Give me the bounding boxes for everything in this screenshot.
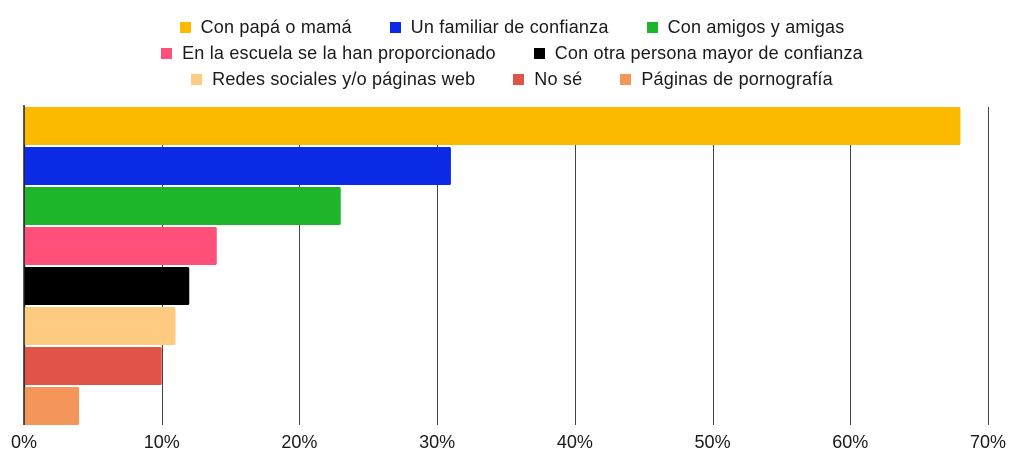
x-tick-label: 0% (11, 432, 37, 452)
bar (24, 387, 80, 425)
bar (24, 307, 176, 345)
legend-swatch (179, 21, 191, 33)
chart-legend: Con papá o mamá Un familiar de confianza C… (0, 14, 1024, 92)
legend-label: Con otra persona mayor de confianza (554, 42, 863, 63)
legend-item: Con otra persona mayor de confianza (533, 42, 863, 64)
legend-label: Redes sociales y/o páginas web (212, 68, 476, 89)
x-tick-label: 10% (144, 432, 180, 452)
bar (24, 227, 217, 265)
legend-swatch (646, 21, 658, 33)
x-tick-label: 20% (281, 432, 317, 452)
x-tick-label: 60% (832, 432, 868, 452)
x-tick-label: 50% (695, 432, 731, 452)
x-tick-label: 70% (970, 432, 1006, 452)
legend-item: Con amigos y amigas (646, 16, 845, 38)
legend-swatch (191, 73, 203, 85)
legend-item: Un familiar de confianza (389, 16, 609, 38)
legend-swatch (389, 21, 401, 33)
x-tick-label: 40% (557, 432, 593, 452)
legend-label: En la escuela se la han proporcionado (182, 42, 496, 63)
bar (24, 107, 961, 145)
bar (24, 347, 162, 385)
legend-item: No sé (513, 69, 582, 90)
legend-item: Páginas de pornografía (620, 69, 833, 90)
legend-label: Con papá o mamá (200, 16, 352, 37)
legend-row: Con papá o mamá Un familiar de confianza C… (0, 14, 1024, 40)
legend-label: Con amigos y amigas (667, 16, 845, 37)
bar (24, 187, 341, 225)
legend-item: En la escuela se la han proporcionado (161, 43, 496, 64)
legend-item: Con papá o mamá (179, 16, 352, 38)
bar (24, 147, 451, 185)
legend-label: Páginas de pornografía (641, 68, 833, 89)
bar (24, 267, 190, 305)
legend-swatch (620, 73, 632, 85)
legend-row: Redes sociales y/o páginas web No sé Págin… (0, 66, 1024, 92)
legend-item: Redes sociales y/o páginas web (191, 69, 475, 90)
bars (24, 107, 961, 425)
legend-label: Un familiar de confianza (410, 16, 609, 37)
x-axis-tick-labels: 0% 10% 20% 30% 40% 50% 60% 70% (11, 432, 1006, 452)
legend-row: En la escuela se la han proporcionado Con… (0, 40, 1024, 66)
legend-label: No sé (534, 68, 583, 89)
legend-swatch (533, 47, 545, 59)
legend-swatch (513, 73, 525, 85)
x-tick-label: 30% (419, 432, 455, 452)
legend-swatch (161, 47, 173, 59)
